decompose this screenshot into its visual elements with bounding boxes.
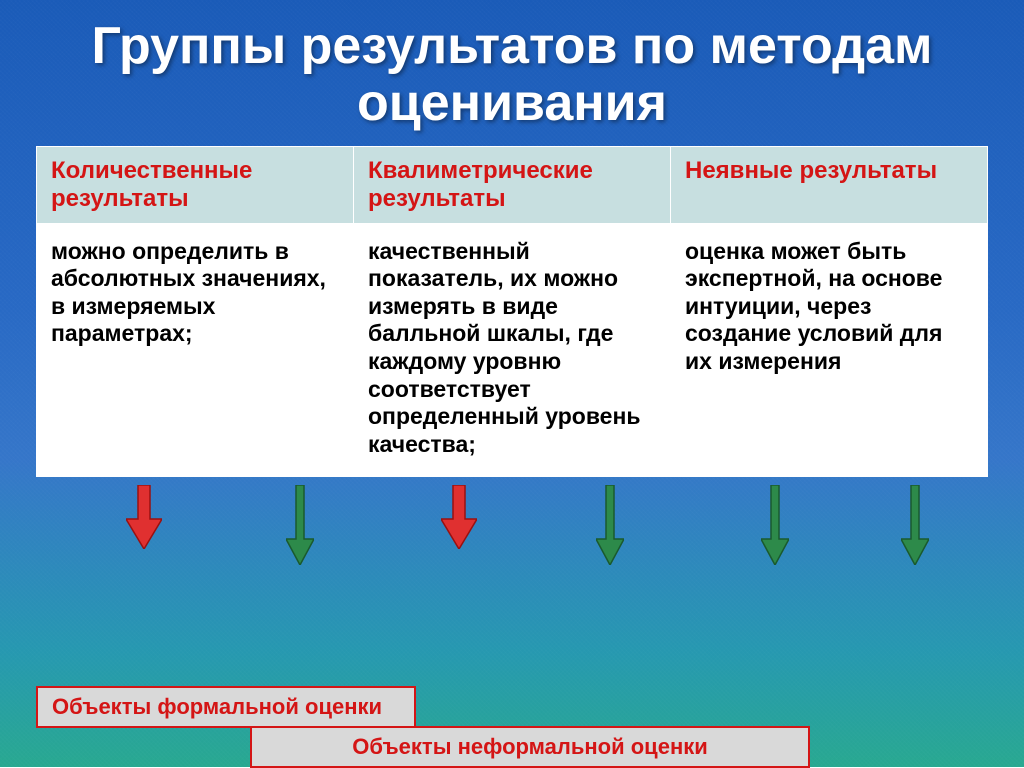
arrow-green-4	[901, 485, 929, 565]
label-formal-evaluation: Объекты формальной оценки	[36, 686, 416, 728]
cell-qualimetric: качественный показатель, их можно измеря…	[354, 223, 671, 477]
arrow-green-2	[596, 485, 624, 565]
comparison-table: Количественные результаты Квалиметрическ…	[36, 146, 988, 477]
slide-title: Группы результатов по методам оценивания	[0, 0, 1024, 146]
arrow-red-2	[441, 485, 477, 549]
arrow-green-1	[286, 485, 314, 565]
cell-quantitative: можно определить в абсолютных значениях,…	[37, 223, 354, 477]
label-informal-evaluation: Объекты неформальной оценки	[250, 726, 810, 768]
cell-implicit: оценка может быть экспертной, на основе …	[671, 223, 988, 477]
table-body-row: можно определить в абсолютных значениях,…	[37, 223, 988, 477]
arrow-red-1	[126, 485, 162, 549]
arrow-green-3	[761, 485, 789, 565]
header-quantitative: Количественные результаты	[37, 147, 354, 223]
header-implicit: Неявные результаты	[671, 147, 988, 223]
arrows-container	[36, 485, 988, 555]
header-qualimetric: Квалиметрические результаты	[354, 147, 671, 223]
table-header-row: Количественные результаты Квалиметрическ…	[37, 147, 988, 223]
